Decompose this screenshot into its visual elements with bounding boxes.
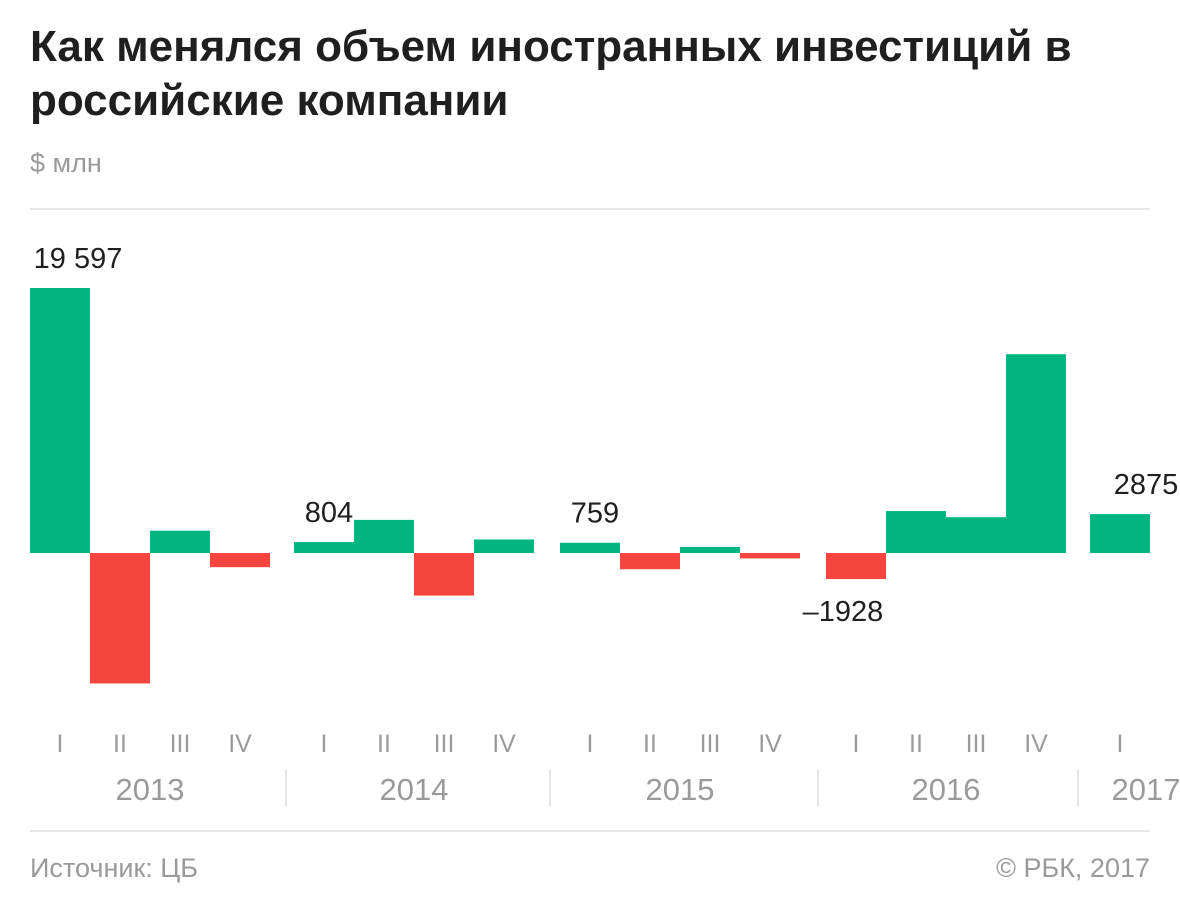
bar-2014-II: [354, 519, 414, 553]
bar-2017-I: [1090, 514, 1150, 553]
quarter-label: I: [321, 730, 328, 758]
quarter-label: III: [700, 730, 721, 758]
quarter-label: IV: [758, 730, 782, 758]
value-label: 2875: [1114, 469, 1179, 501]
value-label: 804: [305, 497, 353, 529]
bar-2013-III: [150, 530, 210, 553]
quarter-label: IV: [492, 730, 516, 758]
quarter-label: III: [434, 730, 455, 758]
unit-label: $ млн: [30, 148, 102, 178]
bar-2015-IV: [740, 553, 800, 559]
quarter-label: I: [57, 730, 64, 758]
year-label-2014: 2014: [380, 772, 449, 807]
year-label-2015: 2015: [646, 772, 715, 807]
value-label: 19 597: [34, 243, 123, 275]
bar-2014-I: [294, 542, 354, 553]
quarter-label: I: [587, 730, 594, 758]
quarter-label: II: [377, 730, 391, 758]
bar-2015-III: [680, 546, 740, 553]
quarter-label: III: [966, 730, 987, 758]
bar-2016-III: [946, 517, 1006, 553]
year-label-2017: 2017: [1112, 772, 1180, 807]
quarter-label: II: [643, 730, 657, 758]
quarter-label: IV: [1024, 730, 1048, 758]
quarter-label: II: [113, 730, 127, 758]
bar-2013-IV: [210, 553, 270, 568]
quarter-label: III: [170, 730, 191, 758]
bottom-divider: [30, 830, 1150, 832]
quarter-label: I: [853, 730, 860, 758]
bar-2015-II: [620, 553, 680, 570]
bar-2016-II: [886, 511, 946, 553]
bar-2013-I: [30, 288, 90, 553]
year-label-2013: 2013: [116, 772, 185, 807]
bar-2013-II: [90, 553, 150, 684]
bar-2015-I: [560, 542, 620, 553]
copyright-note: © РБК, 2017: [996, 853, 1150, 883]
bar-2014-IV: [474, 539, 534, 553]
year-label-2016: 2016: [912, 772, 981, 807]
bar-2014-III: [414, 553, 474, 596]
quarter-label: IV: [228, 730, 252, 758]
bar-2016-IV: [1006, 354, 1066, 553]
chart-title: Как менялся объем иностранных инвестиций…: [30, 22, 1072, 125]
value-label: 759: [571, 498, 619, 530]
bar-2016-I: [826, 553, 886, 580]
value-label: –1928: [803, 596, 884, 628]
top-divider: [30, 208, 1150, 210]
quarter-label: II: [909, 730, 923, 758]
source-note: Источник: ЦБ: [30, 853, 198, 883]
quarter-label: I: [1117, 730, 1124, 758]
